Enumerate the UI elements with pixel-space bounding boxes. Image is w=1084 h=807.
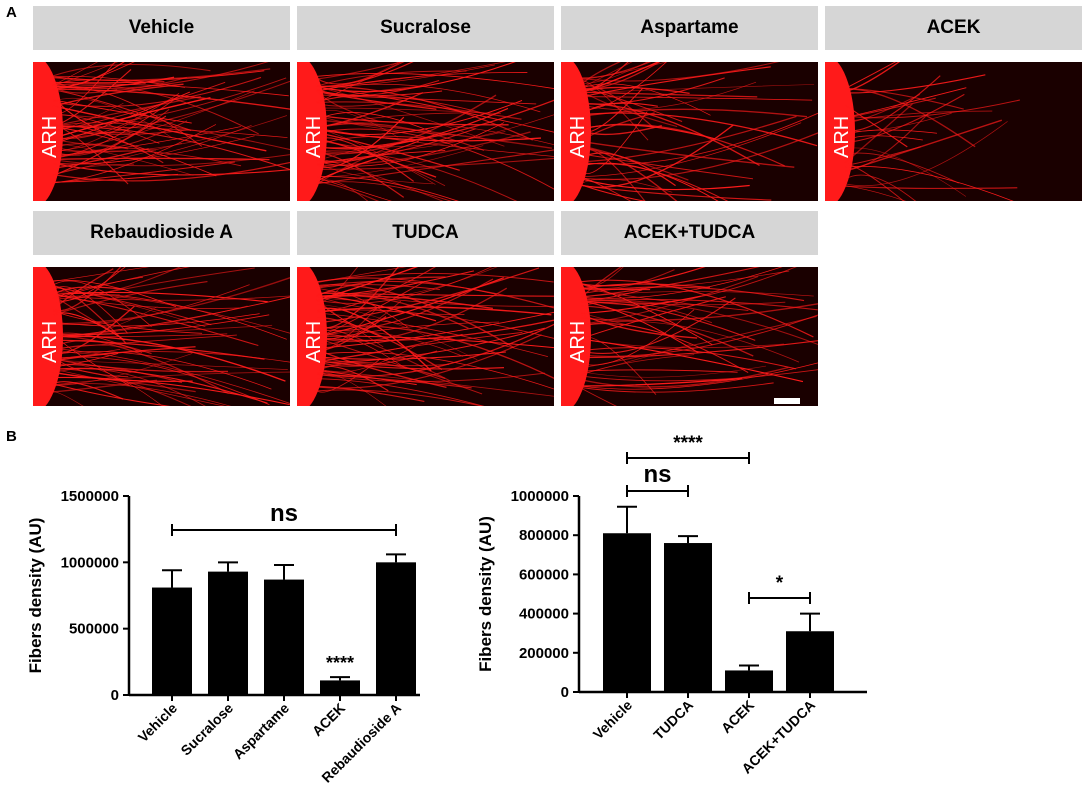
bar-acek: [320, 680, 360, 695]
bar-vehicle: [152, 587, 192, 695]
micrograph-5: ARH: [297, 267, 554, 406]
significance-label: ns: [270, 500, 298, 527]
significance-label: ****: [326, 653, 354, 673]
micrograph-6: ARH: [561, 267, 818, 406]
panel-a-letter: A: [6, 4, 17, 21]
micrograph-3: ARH: [825, 62, 1082, 201]
panel-b-letter: B: [6, 428, 17, 445]
bar-sucralose: [208, 571, 248, 695]
y-tick-label: 500000: [69, 621, 119, 638]
y-axis-label: Fibers density (AU): [26, 518, 45, 674]
image-label-6: ACEK+TUDCA: [561, 211, 818, 255]
x-tick-label: Aspartame: [230, 700, 293, 763]
y-tick-label: 1000000: [61, 554, 119, 571]
x-tick-label: Vehicle: [135, 700, 181, 746]
image-label-5: TUDCA: [297, 211, 554, 255]
image-label-0: Vehicle: [33, 6, 290, 50]
image-label-2: Aspartame: [561, 6, 818, 50]
scale-bar: [774, 398, 800, 404]
micrograph-4: ARH: [33, 267, 290, 406]
y-tick-label: 1500000: [61, 488, 119, 505]
y-tick-label: 0: [111, 687, 119, 704]
bar-rebaudioside-a: [376, 562, 416, 695]
micrograph-0: ARH: [33, 62, 290, 201]
image-label-3: ACEK: [825, 6, 1082, 50]
x-tick-label: Sucralose: [177, 700, 236, 759]
image-label-1: Sucralose: [297, 6, 554, 50]
x-tick-label: ACEK: [309, 700, 348, 739]
micrograph-2: ARH: [561, 62, 818, 201]
image-label-4: Rebaudioside A: [33, 211, 290, 255]
bar-aspartame: [264, 579, 304, 695]
micrograph-1: ARH: [297, 62, 554, 201]
